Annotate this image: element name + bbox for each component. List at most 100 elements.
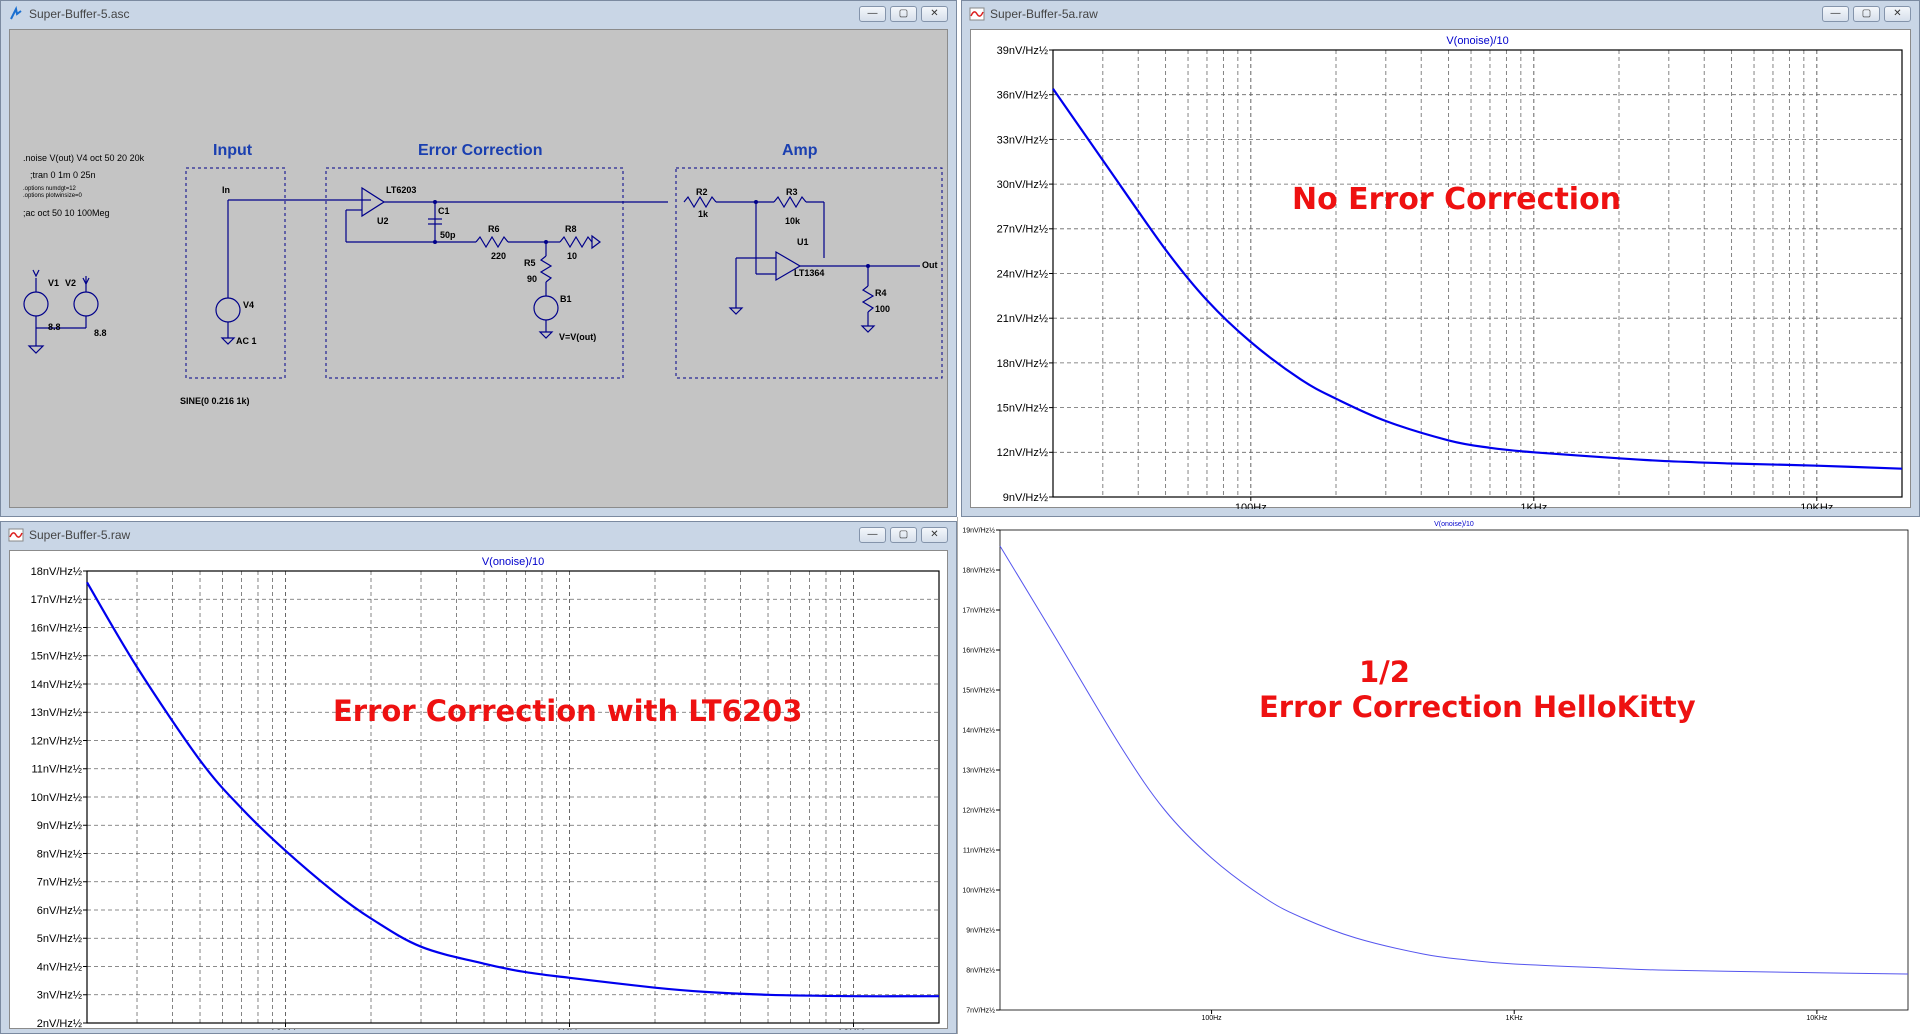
grid [1053, 50, 1902, 497]
c1-value: 50p [440, 230, 456, 240]
resistor-r2[interactable] [683, 195, 756, 209]
schematic-window[interactable]: Super-Buffer-5.asc — ▢ ✕ .noise V(out) V… [0, 0, 957, 517]
sine-spec: SINE(0 0.216 1k) [180, 396, 250, 406]
plot-b-titlebar[interactable]: Super-Buffer-5.raw — ▢ ✕ [1, 522, 956, 548]
y-tick-label: 9nV/Hz½ [37, 820, 82, 832]
r2-label: R2 [696, 187, 708, 197]
y-tick-label: 13nV/Hz½ [31, 707, 82, 719]
v4-value: AC 1 [236, 336, 257, 346]
y-tick-label: 9nV/Hz½ [1003, 492, 1048, 504]
r4-label: R4 [875, 288, 887, 298]
grid [87, 571, 939, 1023]
y-tick-label: 10nV/Hz½ [962, 886, 995, 894]
plot-window-b[interactable]: Super-Buffer-5.raw — ▢ ✕ V(onoise)/10 2nV… [0, 521, 957, 1034]
v1-label: V1 [48, 278, 59, 288]
y-tick-label: 11nV/Hz½ [963, 846, 995, 854]
resistor-r5[interactable] [539, 242, 553, 296]
r3-label: R3 [786, 187, 798, 197]
plot-window-a[interactable]: Super-Buffer-5a.raw — ▢ ✕ V(onoise)/10 9n… [961, 0, 1920, 517]
close-button[interactable]: ✕ [1884, 6, 1911, 22]
opamp-u1[interactable] [728, 250, 920, 315]
directive-noise: .noise V(out) V4 oct 50 20 20k [23, 153, 145, 163]
b1-label: B1 [560, 294, 572, 304]
y-tick-label: 18nV/Hz½ [997, 358, 1048, 370]
u2-label: U2 [377, 216, 389, 226]
directive-ac: ;ac oct 50 10 100Meg [23, 208, 110, 218]
net-label-out: Out [922, 260, 938, 270]
c1-label: C1 [438, 206, 450, 216]
y-tick-label: 12nV/Hz½ [962, 806, 995, 814]
y-tick-label: 21nV/Hz½ [997, 313, 1048, 325]
plot-a-titlebar[interactable]: Super-Buffer-5a.raw — ▢ ✕ [962, 1, 1919, 27]
directive-options1: .options numdgt=12 [23, 186, 77, 192]
input-box [185, 167, 286, 379]
supply-v2[interactable] [36, 276, 99, 329]
y-tick-label: 15nV/Hz½ [962, 686, 995, 694]
capacitor-c1[interactable] [428, 218, 442, 225]
source-v4[interactable] [215, 199, 371, 345]
u2-model: LT6203 [386, 185, 416, 195]
resistor-r6[interactable] [435, 235, 546, 249]
series-line[interactable] [86, 581, 940, 998]
y-tick-label: 15nV/Hz½ [997, 402, 1048, 414]
restore-button[interactable]: ▢ [1853, 6, 1880, 22]
y-tick-label: 12nV/Hz½ [997, 447, 1048, 459]
junction-r3 [754, 200, 758, 204]
resistor-r3[interactable] [755, 195, 825, 275]
series-line[interactable] [1052, 88, 1903, 470]
y-tick-label: 18nV/Hz½ [962, 566, 995, 574]
supply-v1[interactable] [23, 269, 49, 354]
resistor-r4[interactable] [860, 266, 876, 333]
minimize-button[interactable]: — [859, 527, 886, 543]
schematic-titlebar[interactable]: Super-Buffer-5.asc — ▢ ✕ [1, 1, 956, 27]
y-tick-label: 17nV/Hz½ [962, 606, 995, 614]
plot-image-c: V(onoise)/10 7nV/Hz½ 8nV/Hz½ 9nV/Hz½ 10nV/Hz… [957, 517, 1920, 1034]
y-tick-label: 16nV/Hz½ [31, 622, 82, 634]
opamp-u2[interactable] [345, 186, 668, 243]
amp-box [675, 167, 943, 379]
junction-c1-top [433, 200, 437, 204]
restore-button[interactable]: ▢ [890, 6, 917, 22]
overlay-half: 1/2 [1359, 655, 1410, 689]
y-tick-label: 7nV/Hz½ [966, 1006, 995, 1014]
error-correction-box [325, 167, 624, 379]
chart-title[interactable]: V(onoise)/10 [1446, 35, 1508, 47]
y-tick-label: 7nV/Hz½ [37, 877, 82, 889]
series-line[interactable] [999, 545, 1909, 975]
x-tick-label: 10KHz [837, 1028, 870, 1030]
noise-plot-c: V(onoise)/10 7nV/Hz½ 8nV/Hz½ 9nV/Hz½ 10nV/Hz… [962, 521, 1909, 1022]
plot-a-canvas[interactable]: V(onoise)/10 9nV/Hz½ 12nV/Hz½ 15nV/Hz½ 18nV/… [970, 29, 1912, 509]
y-tick-label: 11nV/Hz½ [31, 764, 82, 776]
resistor-r8[interactable] [546, 234, 601, 250]
y-tick-label: 12nV/Hz½ [31, 735, 82, 747]
schematic-canvas[interactable]: .noise V(out) V4 oct 50 20 20k ;tran 0 1… [9, 29, 948, 508]
minimize-button[interactable]: — [1822, 6, 1849, 22]
y-tick-label: 3nV/Hz½ [37, 990, 82, 1002]
close-button[interactable]: ✕ [921, 6, 948, 22]
r5-label: R5 [524, 258, 536, 268]
noise-plot-b[interactable]: V(onoise)/10 2nV/Hz½ 3nV/Hz½ 4nV/Hz½ 5nV/Hz½… [10, 551, 949, 1030]
chart-title[interactable]: V(onoise)/10 [482, 556, 544, 568]
r3-value: 10k [785, 216, 801, 226]
y-tick-label: 14nV/Hz½ [31, 679, 82, 691]
y-tick-label: 18nV/Hz½ [31, 566, 82, 578]
directive-options2: .options plotwinsize=0 [23, 193, 83, 199]
close-button[interactable]: ✕ [921, 527, 948, 543]
u1-model: LT1364 [794, 268, 824, 278]
y-tick-label: 24nV/Hz½ [997, 268, 1048, 280]
y-tick-label: 14nV/Hz½ [962, 726, 995, 734]
restore-button[interactable]: ▢ [890, 527, 917, 543]
v2-label: V2 [65, 278, 76, 288]
x-tick-label: 100Hz [1235, 502, 1267, 509]
plot-b-canvas[interactable]: V(onoise)/10 2nV/Hz½ 3nV/Hz½ 4nV/Hz½ 5nV/Hz½… [9, 550, 949, 1030]
source-b1[interactable] [533, 295, 559, 339]
r4-value: 100 [875, 304, 890, 314]
minimize-button[interactable]: — [859, 6, 886, 22]
section-amp: Amp [782, 142, 818, 159]
net-label-in: In [222, 185, 230, 195]
y-tick-label: 8nV/Hz½ [966, 966, 995, 974]
noise-plot-a[interactable]: V(onoise)/10 9nV/Hz½ 12nV/Hz½ 15nV/Hz½ 18nV/… [971, 30, 1912, 509]
chart-title[interactable]: V(onoise)/10 [1434, 521, 1474, 528]
r5-value: 90 [527, 274, 537, 284]
y-tick-label: 19nV/Hz½ [962, 526, 995, 534]
